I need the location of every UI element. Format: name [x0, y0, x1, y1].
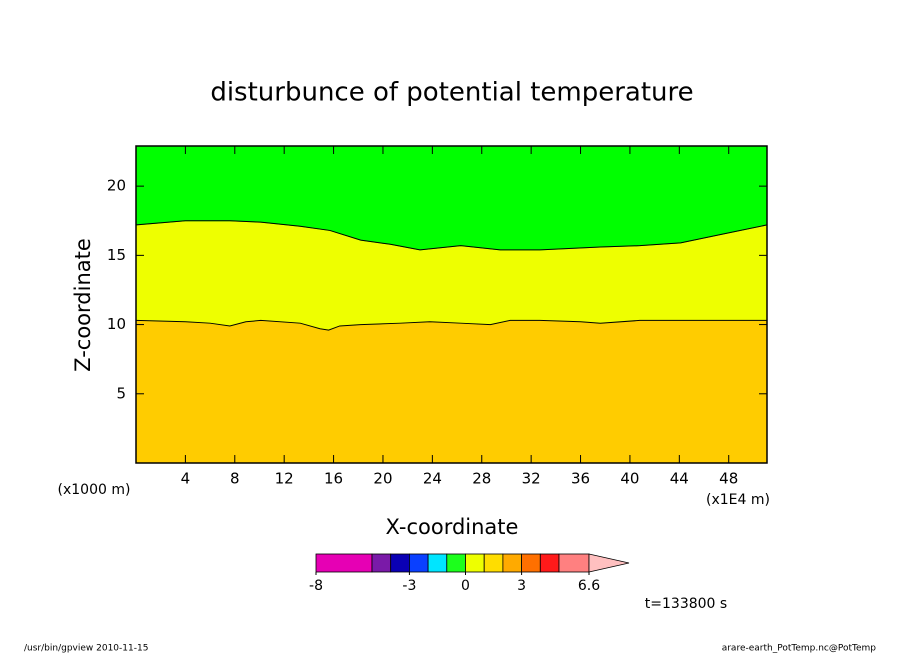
- colorbar-box: [465, 553, 485, 573]
- x-tick-label: 20: [373, 470, 392, 488]
- colorbar-box: [539, 553, 560, 573]
- x-tick-label: 12: [275, 470, 294, 488]
- colorbar-box: [502, 553, 522, 573]
- colorbar-box: [483, 553, 504, 573]
- y-axis-label: Z-coordinate: [71, 238, 95, 372]
- colorbar-box: [558, 553, 590, 573]
- x-unit: (x1E4 m): [706, 492, 770, 508]
- colorbar-tick-label: -3: [402, 578, 416, 594]
- x-tick-label: 4: [181, 470, 191, 488]
- colorbar-box: [371, 553, 392, 573]
- colorbar-box: [427, 553, 448, 573]
- footer-right: arare-earth_PotTemp.nc@PotTemp: [722, 644, 877, 654]
- x-tick-label: 8: [230, 470, 240, 488]
- colorbar-tick-label: 3: [517, 578, 526, 594]
- time-label: t=133800 s: [645, 596, 727, 612]
- colorbar-box: [521, 553, 541, 573]
- x-tick-label: 36: [571, 470, 590, 488]
- colorbar-box: [390, 553, 410, 573]
- plot-frame: [135, 145, 768, 464]
- x-tick-label: 16: [324, 470, 343, 488]
- x-tick-label: 28: [472, 470, 491, 488]
- x-tick-label: 48: [719, 470, 738, 488]
- y-tick-label: 20: [107, 177, 126, 195]
- x-axis-label: X-coordinate: [386, 515, 519, 539]
- chart-title: disturbunce of potential temperature: [210, 78, 693, 108]
- x-tick-label: 32: [522, 470, 541, 488]
- colorbar-box: [408, 553, 429, 573]
- contour-line: [135, 220, 768, 251]
- contour-line: [135, 319, 767, 331]
- x-tick-label: 24: [423, 470, 442, 488]
- y-unit: (x1000 m): [58, 482, 131, 498]
- contour-fill: [135, 319, 768, 464]
- colorbar-extend: [588, 553, 630, 573]
- x-tick-label: 40: [620, 470, 639, 488]
- y-tick-label: 10: [107, 315, 126, 333]
- colorbar-box: [315, 553, 373, 573]
- colorbar-tick-label: -8: [309, 578, 323, 594]
- x-tick-label: 44: [670, 470, 689, 488]
- y-tick-label: 5: [116, 384, 126, 402]
- colorbar-tick-label: 0: [461, 578, 470, 594]
- colorbar-box: [446, 553, 466, 573]
- footer-left: /usr/bin/gpview 2010-11-15: [24, 644, 148, 654]
- y-tick-label: 15: [107, 246, 126, 264]
- colorbar-tick-label: 6.6: [578, 578, 600, 594]
